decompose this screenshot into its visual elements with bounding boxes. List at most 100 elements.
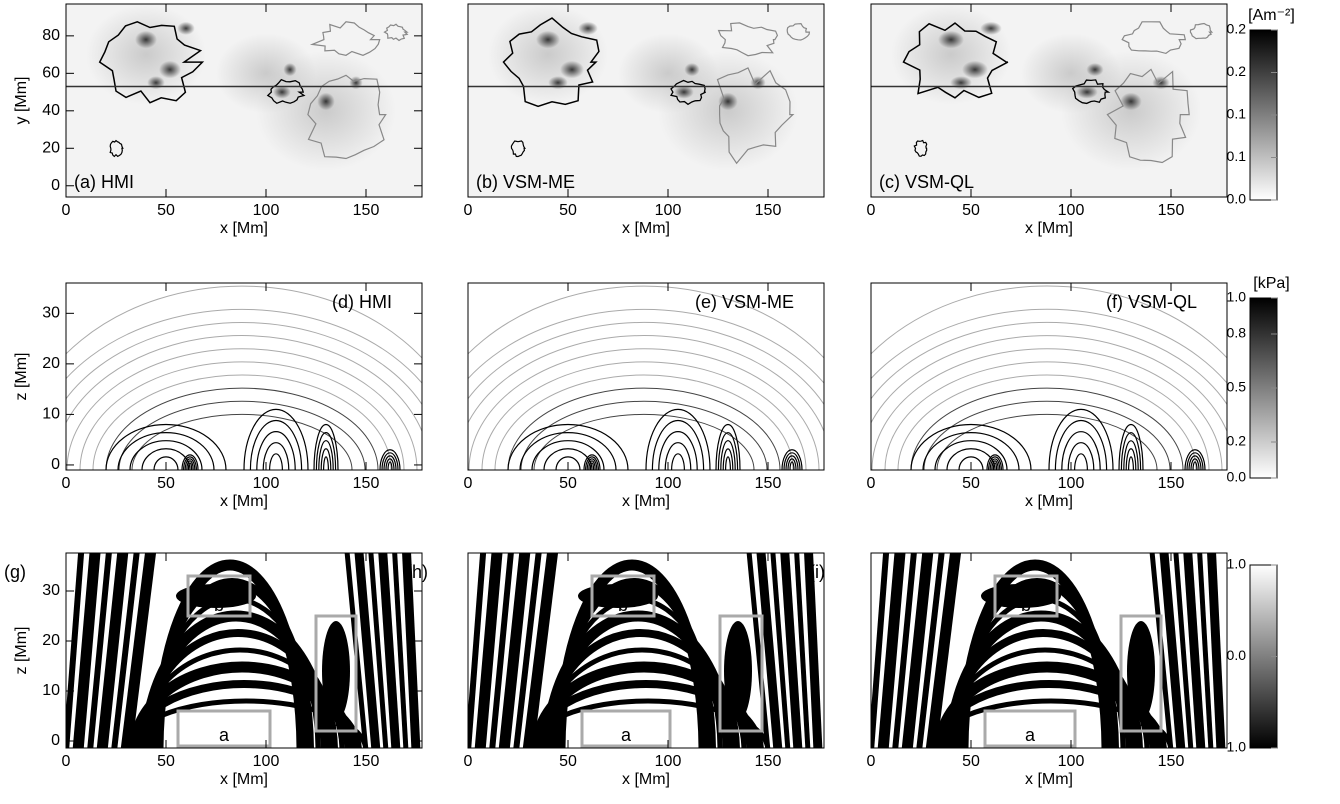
stripe <box>901 553 934 748</box>
panel-label: (f) VSM-QL <box>1106 292 1197 312</box>
contour <box>717 22 779 57</box>
field-line <box>141 448 191 470</box>
field-line <box>583 454 601 470</box>
stripe <box>354 553 381 748</box>
contour <box>383 23 409 42</box>
field-line <box>66 285 422 359</box>
field-line <box>671 453 685 470</box>
contour <box>902 22 1009 99</box>
x-axis-label: x [Mm] <box>1025 220 1073 237</box>
stripe <box>925 553 962 748</box>
stripe <box>1183 553 1206 748</box>
box-label: a <box>1025 725 1036 745</box>
field-line <box>1192 461 1198 470</box>
field-line <box>1123 440 1139 470</box>
axes-frame <box>467 3 825 198</box>
field-line <box>936 413 1158 470</box>
box-label: a <box>621 725 632 745</box>
axes-frame <box>467 282 825 471</box>
stripe <box>513 553 542 748</box>
x-tick-label: 100 <box>655 202 682 219</box>
axes-frame <box>870 3 1228 198</box>
panel-image <box>66 4 422 197</box>
field-line <box>1190 458 1200 470</box>
blob <box>159 60 181 79</box>
y-tick-label: 0 <box>51 732 60 749</box>
field-line <box>991 460 999 470</box>
region-box <box>718 614 764 733</box>
x-tick-label: 150 <box>1158 753 1185 770</box>
field-line <box>1067 442 1095 470</box>
colorbar-unit: [kPa] <box>1253 275 1289 292</box>
contour <box>502 17 600 108</box>
field-line <box>507 423 629 470</box>
field-line <box>129 440 203 470</box>
field-line <box>468 321 824 406</box>
stripe <box>871 553 890 748</box>
contour <box>307 74 387 160</box>
region-box <box>186 574 252 618</box>
x-tick-label: 0 <box>464 475 473 492</box>
x-tick-label: 150 <box>1158 202 1185 219</box>
panel-image <box>871 4 1227 197</box>
panel-label: (g) <box>4 562 26 582</box>
x-tick-label: 150 <box>755 202 782 219</box>
y-tick-label: 0 <box>51 456 60 473</box>
stripe <box>120 553 157 748</box>
field-line <box>1054 419 1108 470</box>
field-line <box>720 440 736 470</box>
box-label: b <box>1021 595 1031 615</box>
y-tick-label: 10 <box>42 682 60 699</box>
field-line <box>105 387 379 470</box>
stripe <box>489 553 514 748</box>
colorbar-tick-label: 0.0 <box>1227 647 1247 663</box>
x-tick-label: 50 <box>559 753 577 770</box>
haze <box>891 4 1011 105</box>
contour <box>1106 68 1190 164</box>
field-line <box>323 456 329 470</box>
field-line <box>989 458 1001 470</box>
y-tick-label: 40 <box>42 102 60 119</box>
region-box <box>993 574 1059 618</box>
contour <box>309 21 381 56</box>
blob <box>938 30 964 49</box>
field-line <box>871 308 1227 384</box>
contour <box>786 22 811 41</box>
field-line <box>717 432 739 470</box>
colorbar-tick-label: 1.0 <box>1227 289 1247 305</box>
field-line <box>1048 408 1114 470</box>
field-line <box>383 455 397 470</box>
field-line <box>871 335 1227 433</box>
field-line <box>588 460 596 470</box>
field-line <box>1120 432 1142 470</box>
field-line <box>468 285 824 359</box>
field-line <box>910 387 1184 470</box>
blob <box>135 30 157 49</box>
blob <box>718 92 738 111</box>
field-line <box>787 458 797 470</box>
colorbar-tick-label: 0.2 <box>1227 63 1247 79</box>
field-line <box>494 374 794 470</box>
field-line <box>871 285 1227 359</box>
field-line <box>468 308 824 384</box>
x-axis-label: x [Mm] <box>220 220 268 237</box>
field-line <box>187 462 193 470</box>
y-tick-label: 30 <box>42 305 60 322</box>
field-line <box>66 321 422 406</box>
field-line <box>715 423 741 470</box>
y-tick-label: 20 <box>42 355 60 372</box>
x-tick-label: 100 <box>1058 753 1085 770</box>
contour <box>98 20 205 104</box>
stripe <box>746 553 771 748</box>
blob <box>674 85 694 99</box>
field-line <box>1074 453 1088 470</box>
contour <box>716 67 795 165</box>
x-tick-label: 150 <box>353 475 380 492</box>
region-box <box>1119 614 1163 733</box>
blob <box>684 62 700 77</box>
contour <box>669 79 706 106</box>
field-line <box>884 361 1210 470</box>
panel-label: (e) VSM-ME <box>695 292 794 312</box>
stripe <box>916 553 945 748</box>
